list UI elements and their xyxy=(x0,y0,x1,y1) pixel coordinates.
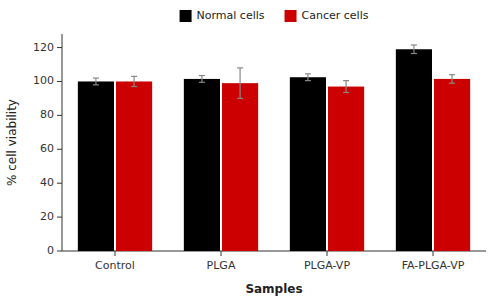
x-tick-label: FA-PLGA-VP xyxy=(402,259,465,272)
plot-area xyxy=(78,45,470,251)
error-bar xyxy=(131,76,137,86)
y-tick-label: 20 xyxy=(40,210,54,223)
error-cap xyxy=(131,86,137,87)
y-tick xyxy=(57,183,62,184)
error-bar xyxy=(305,74,311,81)
bar xyxy=(222,83,258,251)
bar xyxy=(116,81,152,251)
legend-item: Normal cells xyxy=(180,9,265,22)
y-axis-label: % cell viability xyxy=(5,99,19,186)
error-cap xyxy=(411,44,417,45)
error-bar xyxy=(449,75,455,83)
error-bar xyxy=(411,45,417,53)
x-tick xyxy=(327,251,328,256)
error-cap xyxy=(449,74,455,75)
y-tick-label: 60 xyxy=(40,142,54,155)
x-tick xyxy=(115,251,116,256)
error-cap xyxy=(305,73,311,74)
bar xyxy=(434,79,470,251)
error-cap xyxy=(131,76,137,77)
y-axis-line xyxy=(62,34,63,251)
series xyxy=(78,45,432,251)
error-line xyxy=(95,78,96,85)
y-tick-label: 0 xyxy=(47,244,54,257)
legend-label: Cancer cells xyxy=(302,9,369,22)
error-cap xyxy=(343,80,349,81)
error-line xyxy=(239,68,240,99)
legend-label: Normal cells xyxy=(197,9,265,22)
x-tick-label: PLGA xyxy=(207,259,236,272)
legend: Normal cells Cancer cells xyxy=(180,9,369,22)
legend-swatch xyxy=(180,10,192,22)
y-tick xyxy=(57,251,62,252)
error-cap xyxy=(411,53,417,54)
legend-item: Cancer cells xyxy=(285,9,369,22)
error-bar xyxy=(237,68,243,99)
y-tick xyxy=(57,149,62,150)
error-cap xyxy=(199,82,205,83)
series xyxy=(116,68,470,251)
x-axis: Control PLGA PLGA-VP FA-PLGA-VP xyxy=(62,251,486,272)
error-line xyxy=(201,76,202,83)
error-cap xyxy=(237,67,243,68)
bar xyxy=(78,81,114,251)
x-tick xyxy=(221,251,222,256)
error-cap xyxy=(199,75,205,76)
error-cap xyxy=(343,92,349,93)
y-tick-label: 40 xyxy=(40,176,54,189)
bar xyxy=(396,49,432,251)
bar xyxy=(328,87,364,251)
y-tick-label: 120 xyxy=(33,41,54,54)
error-bar xyxy=(199,76,205,83)
error-cap xyxy=(237,98,243,99)
error-cap xyxy=(449,83,455,84)
x-tick-label: PLGA-VP xyxy=(304,259,350,272)
y-tick xyxy=(57,217,62,218)
error-line xyxy=(451,75,452,83)
error-bar xyxy=(343,81,349,93)
error-cap xyxy=(93,77,99,78)
error-line xyxy=(345,81,346,93)
chart-container: 0 20 40 60 80 100 120 % cell viability Control PL… xyxy=(0,0,500,303)
x-tick xyxy=(433,251,434,256)
y-tick xyxy=(57,81,62,82)
y-tick-label: 100 xyxy=(33,74,54,87)
chart-svg: 0 20 40 60 80 100 120 % cell viability Control PL… xyxy=(0,0,500,303)
error-line xyxy=(413,45,414,53)
error-line xyxy=(133,76,134,86)
bar xyxy=(184,79,220,251)
x-axis-label: Samples xyxy=(245,282,302,296)
error-cap xyxy=(305,80,311,81)
y-axis: 0 20 40 60 80 100 120 xyxy=(33,34,62,257)
error-bar xyxy=(93,78,99,85)
legend-swatch xyxy=(285,10,297,22)
error-cap xyxy=(93,84,99,85)
bar xyxy=(290,77,326,251)
y-tick xyxy=(57,47,62,48)
y-tick xyxy=(57,115,62,116)
x-tick-label: Control xyxy=(95,259,135,272)
error-line xyxy=(307,74,308,81)
y-tick-label: 80 xyxy=(40,108,54,121)
